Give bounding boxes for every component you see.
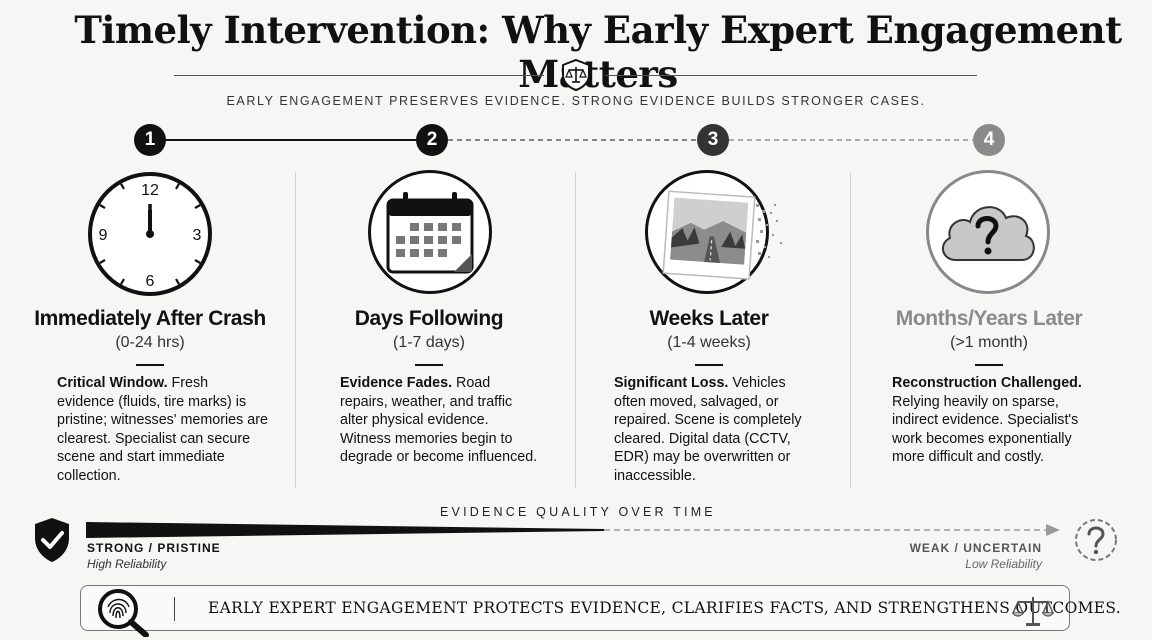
stage-range-2: (1-7 days) (392, 334, 466, 351)
stage-description-4: Reconstruction Challenged. Relying heavi… (892, 375, 1082, 466)
page-title: Timely Intervention: Why Early Expert En… (74, 8, 1122, 96)
evidence-quality-label: EVIDENCE QUALITY OVER TIME (440, 505, 716, 519)
weak-label: WEAK / UNCERTAIN (909, 541, 1042, 555)
timeline-connector (166, 139, 973, 141)
stage-divider-1 (136, 364, 164, 366)
stage-description-3: Significant Loss. Vehicles often moved, … (614, 375, 802, 484)
scales-shield-icon (562, 58, 590, 92)
footer-separator (174, 597, 175, 621)
uncertain-question-icon (1075, 519, 1117, 561)
stage-lead-1: Critical Window. (57, 375, 168, 391)
subtitle: EARLY ENGAGEMENT PRESERVES EVIDENCE. STR… (226, 94, 926, 108)
stage-range-1: (0-24 hrs) (115, 334, 185, 351)
step-number-3: 3 (697, 124, 729, 156)
column-divider (850, 172, 851, 488)
clock-icon: 12 3 6 9 (88, 172, 212, 296)
strong-label: STRONG / PRISTINE (87, 541, 221, 555)
title-rule-right (605, 75, 977, 76)
stage-divider-2 (415, 364, 443, 366)
strong-sublabel: High Reliability (87, 557, 167, 571)
column-divider (575, 172, 576, 488)
step-number-1: 1 (134, 124, 166, 156)
stage-range-4: (>1 month) (950, 334, 1028, 351)
stage-title-3: Weeks Later (649, 307, 769, 330)
step-number-4: 4 (973, 124, 1005, 156)
clock-numeral-12: 12 (141, 182, 159, 199)
step-number-2: 2 (416, 124, 448, 156)
footer-banner (80, 585, 1070, 631)
clock-numeral-9: 9 (99, 227, 108, 244)
weak-sublabel: Low Reliability (965, 557, 1042, 571)
stage-title-1: Immediately After Crash (34, 307, 266, 330)
column-divider (295, 172, 296, 488)
stage-lead-4: Reconstruction Challenged. (892, 375, 1082, 391)
calendar-icon (386, 192, 474, 274)
shield-check-icon (35, 518, 69, 562)
stage-description-1: Critical Window. Fresh evidence (fluids,… (57, 375, 268, 484)
footer-message: EARLY EXPERT ENGAGEMENT PROTECTS EVIDENC… (208, 599, 1121, 617)
stage-lead-3: Significant Loss. (614, 375, 729, 391)
stage-divider-3 (695, 364, 723, 366)
stage-description-2: Evidence Fades. Road repairs, weather, a… (340, 375, 538, 466)
stage-range-3: (1-4 weeks) (667, 334, 751, 351)
fading-photo-icon (662, 190, 782, 280)
stage-divider-4 (975, 364, 1003, 366)
magnifier-fingerprint-icon (98, 589, 149, 637)
clock-numeral-6: 6 (146, 273, 155, 290)
title-rule-left (174, 75, 544, 76)
scales-of-justice-icon (1012, 597, 1054, 626)
evidence-quality-gradient-arrow (86, 522, 1060, 538)
stage-lead-2: Evidence Fades. (340, 375, 453, 391)
stage-title-4: Months/Years Later (895, 307, 1083, 330)
question-cloud-icon (941, 206, 1035, 261)
stage-title-2: Days Following (354, 307, 504, 330)
clock-numeral-3: 3 (193, 227, 202, 244)
